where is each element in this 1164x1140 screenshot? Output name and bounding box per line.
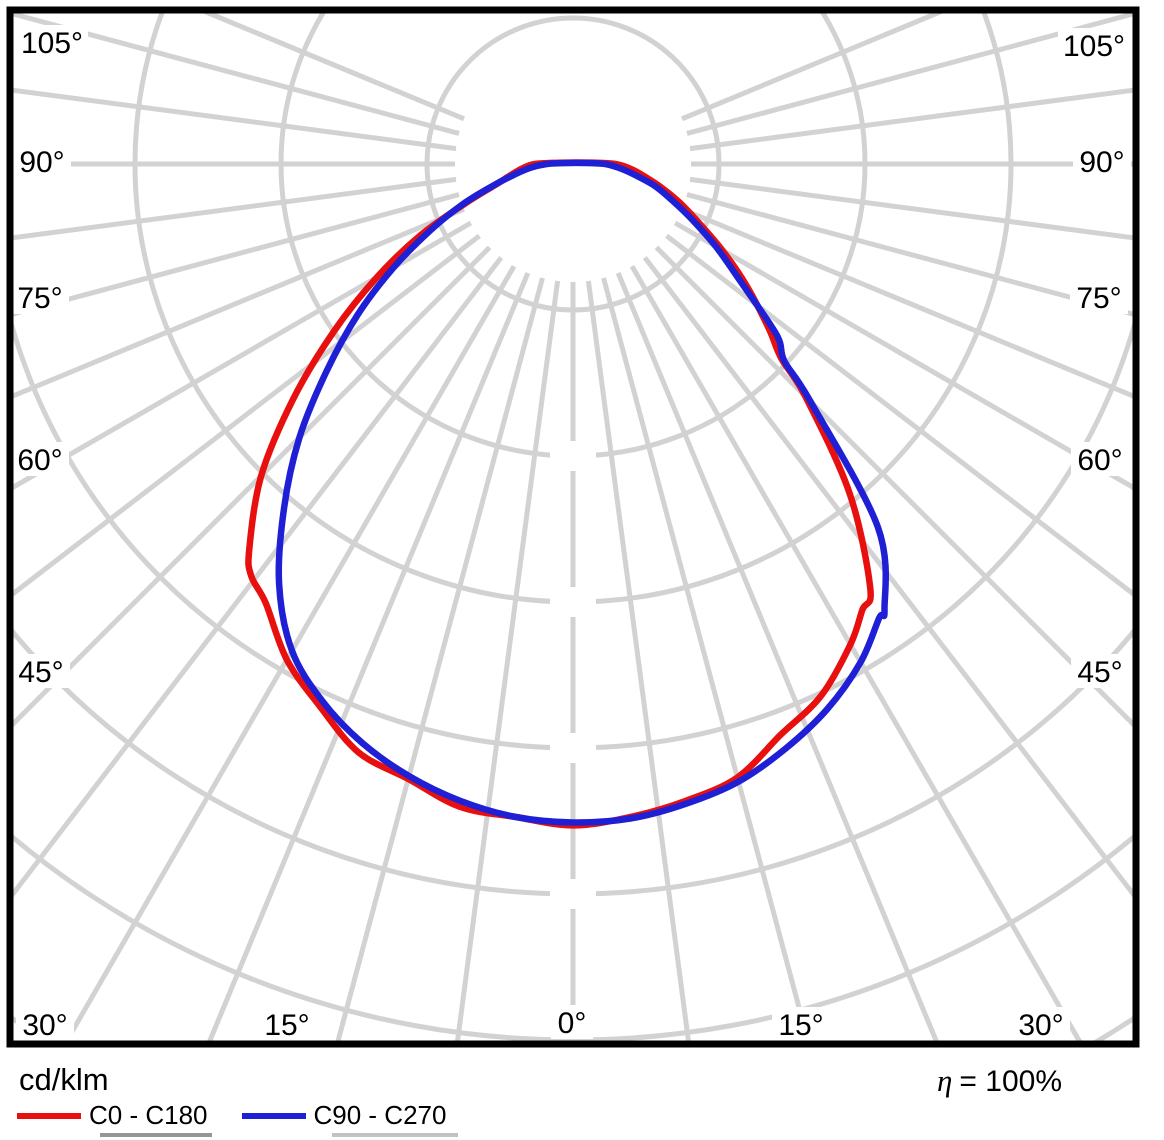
gamma-spoke-gridline: [681, 13, 945, 122]
gamma-spoke-gridline: [654, 245, 1133, 728]
gamma-spoke-gridline: [681, 206, 1133, 399]
gamma-tick-label: 15°: [264, 1009, 309, 1042]
gamma-tick-label: 0°: [558, 1007, 587, 1040]
gamma-spoke-gridline: [673, 220, 1133, 491]
legend-label-c0-c180: C0 - C180: [89, 1100, 208, 1130]
tick-label-backplate: [16, 1007, 74, 1041]
gamma-spoke-gridline: [13, 87, 457, 152]
tick-label-backplate: [1070, 280, 1128, 314]
tick-label-backplate: [13, 144, 71, 178]
tick-label-backplate: [1073, 144, 1131, 178]
gamma-spoke-gridline: [665, 233, 1133, 597]
diagram-footer: cd/klm η = 100% C0 - C180 C90 - C270: [0, 1048, 1164, 1140]
gamma-spoke-gridline: [615, 272, 939, 1041]
efficiency-value: = 100%: [959, 1065, 1062, 1098]
ring-value-backplate: [550, 587, 596, 617]
gamma-tick-label: 45°: [1077, 656, 1122, 689]
gamma-spoke-gridline: [642, 256, 1133, 898]
legend: C0 - C180 C90 - C270: [17, 1100, 446, 1131]
intensity-ring-gridline: [13, 834, 1133, 1041]
intensity-ring-gridline: [424, 15, 722, 313]
gamma-spoke-gridline: [201, 13, 465, 122]
gamma-spoke-gridline: [686, 13, 1133, 136]
gamma-tick-label: 90°: [19, 146, 64, 179]
gamma-spoke-gridline: [13, 176, 457, 241]
tick-label-backplate: [258, 1007, 316, 1041]
ring-value-backplate: [550, 733, 596, 763]
tick-label-backplate: [13, 654, 70, 688]
gamma-spoke-gridline: [335, 277, 545, 1041]
tick-label-backplate: [13, 442, 69, 476]
gamma-tick-label: 30°: [22, 1009, 67, 1042]
gamma-tick-label: 45°: [18, 656, 63, 689]
gamma-spoke-gridline: [689, 87, 1133, 152]
cropped-glyph-artifact: [100, 1133, 212, 1137]
gamma-tick-label: 75°: [1076, 282, 1121, 315]
eta-symbol: η: [937, 1063, 953, 1098]
gamma-spoke-gridline: [585, 280, 691, 1041]
tick-label-backplate: [1071, 654, 1129, 688]
gamma-tick-label: 15°: [778, 1009, 823, 1042]
tick-label-backplate: [1012, 1007, 1070, 1041]
unit-label: cd/klm: [19, 1062, 109, 1097]
gamma-spoke-gridline: [13, 233, 481, 597]
tick-label-backplate: [1071, 442, 1129, 476]
tick-label-backplate: [772, 1007, 830, 1041]
gamma-spoke-gridline: [601, 277, 811, 1041]
gamma-spoke-gridline: [629, 264, 1083, 1041]
gamma-tick-label: 105°: [21, 27, 83, 60]
gamma-spoke-gridline: [13, 192, 460, 317]
tick-label-backplate: [16, 25, 88, 59]
tick-label-backplate: [1058, 28, 1130, 62]
tick-label-backplate: [551, 1005, 593, 1039]
gamma-spoke-gridline: [13, 13, 460, 136]
cropped-glyph-artifact: [332, 1133, 458, 1137]
gamma-spoke-gridline: [13, 256, 504, 898]
gamma-tick-label: 60°: [17, 444, 62, 477]
gamma-spoke-gridline: [63, 264, 517, 1041]
gamma-tick-label: 105°: [1063, 30, 1125, 63]
legend-swatch-c90-c270: [241, 1112, 306, 1119]
efficiency-label: η = 100%: [937, 1063, 1062, 1099]
curve-c90-c270: [275, 159, 890, 826]
diagram-frame-border: [6, 6, 1140, 1048]
gamma-tick-label: 75°: [17, 282, 62, 315]
gamma-spoke-gridline: [686, 192, 1133, 317]
ring-value-backplate: [550, 879, 596, 909]
gamma-tick-label: 60°: [1077, 444, 1122, 477]
gamma-tick-label: 30°: [1018, 1009, 1063, 1042]
legend-label-c90-c270: C90 - C270: [313, 1100, 447, 1130]
gamma-spoke-gridline: [13, 245, 492, 728]
ring-value-backplate: [550, 441, 596, 471]
gamma-spoke-gridline: [207, 272, 531, 1041]
tick-label-backplate: [13, 280, 69, 314]
legend-swatch-c0-c180: [17, 1112, 81, 1119]
gamma-spoke-gridline: [455, 280, 561, 1041]
gamma-spoke-gridline: [13, 220, 473, 491]
gamma-spoke-gridline: [13, 206, 465, 399]
gamma-spoke-gridline: [689, 176, 1133, 241]
gamma-tick-label: 90°: [1079, 146, 1124, 179]
